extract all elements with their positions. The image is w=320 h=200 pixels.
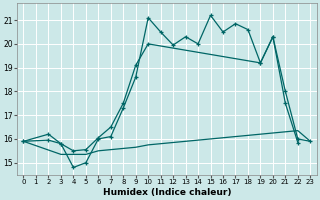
X-axis label: Humidex (Indice chaleur): Humidex (Indice chaleur) bbox=[103, 188, 231, 197]
